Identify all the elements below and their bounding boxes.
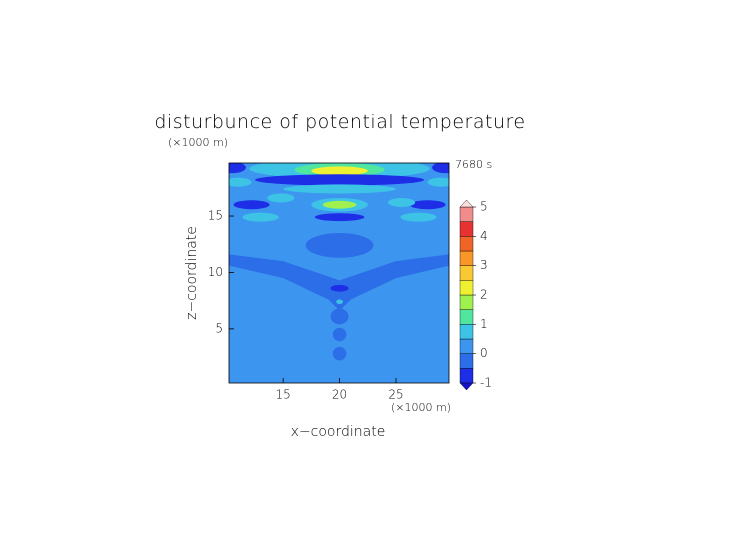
contour-region [233,200,270,210]
contour-region [388,197,416,207]
contour-region [311,166,368,176]
contour-region [330,308,349,325]
plot-frame [228,162,450,384]
colorbar-cell [459,309,474,325]
y-unit: (×1000 m) [168,136,228,149]
x-unit: (×1000 m) [391,401,451,414]
colorbar-cell [459,280,474,296]
colorbar-cell [459,338,474,354]
colorbar-cell [459,206,474,222]
contour-region [283,184,396,194]
colorbar-over [459,199,474,208]
x-tick-label: 20 [332,388,347,402]
contour-region [229,177,252,187]
x-axis-label: x−coordinate [291,424,386,440]
colorbar-tick-label: 5 [480,200,488,214]
colorbar-tick-label: 3 [480,258,488,272]
chart-title: disturbunce of potential temperature [154,111,525,133]
contour-region [267,193,295,203]
contour-region [409,200,446,210]
contour-region [242,212,279,222]
y-tick-label: 10 [208,265,223,279]
time-label: 7680 s [455,158,492,171]
contour-region [229,254,449,311]
colorbar-cell [459,236,474,252]
colorbar-cell [459,353,474,369]
contour-region [332,346,347,361]
colorbar-cell [459,221,474,237]
contour-region [432,163,449,174]
x-tick-label: 25 [388,388,403,402]
colorbar-tick-label: -1 [480,376,492,390]
contour-region [427,177,449,187]
x-tick-label: 15 [276,388,291,402]
contour-region [254,174,425,186]
colorbar-cell [459,250,474,266]
colorbar-cell [459,324,474,340]
y-axis-label: z−coordinate [184,226,200,320]
plot-area [229,163,449,383]
y-tick-label: 5 [215,321,223,335]
contour-region [314,213,365,222]
colorbar-cell [459,265,474,281]
contour-region [330,284,349,292]
y-tick-label: 15 [208,209,223,223]
colorbar-cell [459,294,474,310]
colorbar-tick-label: 4 [480,229,488,243]
contour-region [229,163,246,174]
contour-region [332,327,347,342]
colorbar-tick-label: 1 [480,317,488,331]
colorbar-under [459,382,474,391]
colorbar-tick-label: 0 [480,346,488,360]
colorbar-cell [459,368,474,384]
contour-region [400,212,437,222]
contour-region [336,299,343,305]
colorbar-tick-label: 2 [480,288,488,302]
contour-region [305,232,374,258]
contour-region [322,200,357,209]
